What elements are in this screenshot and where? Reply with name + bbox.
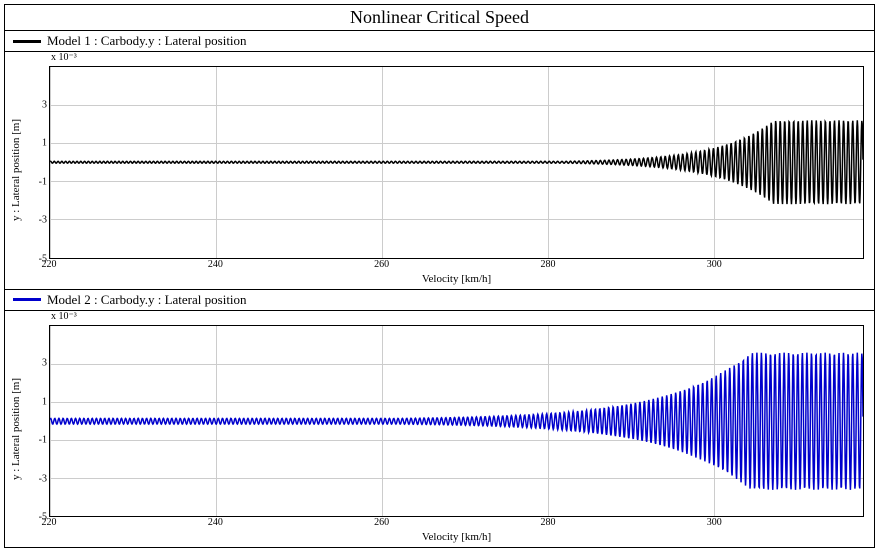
ylabel-col-2: y : Lateral position [m] <box>5 311 27 548</box>
yticks-col-1: -5-3-113 <box>27 66 49 259</box>
plot-cell-1: x 10⁻³ 220240260280300 Velocity [km/h] <box>49 52 874 289</box>
xtick-label: 260 <box>374 517 389 528</box>
ylabel-2: y : Lateral position [m] <box>10 378 22 480</box>
plot-row-2: y : Lateral position [m] -5-3-113 x 10⁻³… <box>5 311 874 548</box>
xlabel-1: Velocity [km/h] <box>49 273 864 289</box>
xtick-label: 240 <box>208 259 223 270</box>
figure-container: Nonlinear Critical Speed Model 1 : Carbo… <box>4 4 875 548</box>
subplot-model-2: Model 2 : Carbody.y : Lateral position y… <box>5 290 874 548</box>
subplot-model-1: Model 1 : Carbody.y : Lateral position y… <box>5 31 874 290</box>
xtick-label: 280 <box>540 517 555 528</box>
figure-title: Nonlinear Critical Speed <box>5 5 874 31</box>
ylabel-1: y : Lateral position [m] <box>10 119 22 221</box>
xticks-row-2: 220240260280300 <box>49 517 864 531</box>
xtick-label: 220 <box>42 259 57 270</box>
legend-swatch-1 <box>13 40 41 43</box>
legend-model-1: Model 1 : Carbody.y : Lateral position <box>5 31 874 52</box>
ytick-label: -1 <box>39 176 47 187</box>
ytick-label: 3 <box>42 99 47 110</box>
legend-text-1: Model 1 : Carbody.y : Lateral position <box>47 33 247 49</box>
xlabel-2: Velocity [km/h] <box>49 531 864 547</box>
ytick-label: 1 <box>42 138 47 149</box>
ytick-label: 1 <box>42 396 47 407</box>
xtick-label: 280 <box>540 259 555 270</box>
ytick-label: 3 <box>42 358 47 369</box>
plot-cell-2: x 10⁻³ 220240260280300 Velocity [km/h] <box>49 311 874 548</box>
xtick-label: 220 <box>42 517 57 528</box>
series-line-2 <box>50 326 863 517</box>
series-line-1 <box>50 67 863 258</box>
legend-text-2: Model 2 : Carbody.y : Lateral position <box>47 292 247 308</box>
plot-row-1: y : Lateral position [m] -5-3-113 x 10⁻³… <box>5 52 874 289</box>
ytick-label: -3 <box>39 473 47 484</box>
exp-label-2: x 10⁻³ <box>49 311 864 325</box>
yticks-col-2: -5-3-113 <box>27 325 49 518</box>
xtick-label: 300 <box>707 517 722 528</box>
ylabel-col-1: y : Lateral position [m] <box>5 52 27 289</box>
xtick-label: 300 <box>707 259 722 270</box>
exp-label-1: x 10⁻³ <box>49 52 864 66</box>
axes-1 <box>49 66 864 259</box>
xticks-row-1: 220240260280300 <box>49 259 864 273</box>
axes-2 <box>49 325 864 518</box>
legend-model-2: Model 2 : Carbody.y : Lateral position <box>5 290 874 311</box>
ytick-label: -3 <box>39 215 47 226</box>
xtick-label: 240 <box>208 517 223 528</box>
xtick-label: 260 <box>374 259 389 270</box>
ytick-label: -1 <box>39 435 47 446</box>
legend-swatch-2 <box>13 298 41 301</box>
